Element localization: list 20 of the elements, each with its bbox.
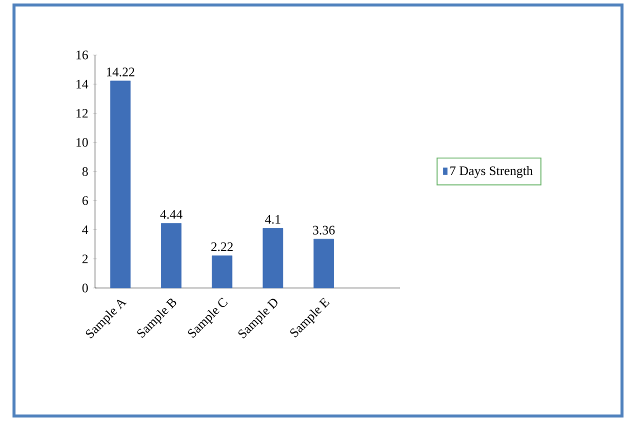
y-tick-label: 6 <box>82 196 88 205</box>
bar <box>110 80 131 288</box>
bar <box>262 228 284 288</box>
bar <box>161 223 182 288</box>
y-tick-label: 2 <box>82 254 88 264</box>
y-tick-label: 8 <box>82 167 88 176</box>
data-label: 14.22 <box>106 68 134 76</box>
y-tick-label: 12 <box>76 108 88 118</box>
bar <box>212 255 232 288</box>
y-tick-label: 4 <box>82 225 88 234</box>
y-tick-label: 10 <box>76 138 88 147</box>
y-tick-label: 16 <box>76 50 88 60</box>
data-label: 4.1 <box>265 215 280 224</box>
bar <box>314 238 334 288</box>
y-tick-label: 14 <box>76 80 88 88</box>
y-tick-label: 0 <box>82 284 88 292</box>
data-label: 2.22 <box>211 242 233 252</box>
legend-label: 7 Days Strength <box>450 166 533 178</box>
data-label: 3.36 <box>313 226 335 235</box>
data-label: 4.44 <box>160 210 182 219</box>
